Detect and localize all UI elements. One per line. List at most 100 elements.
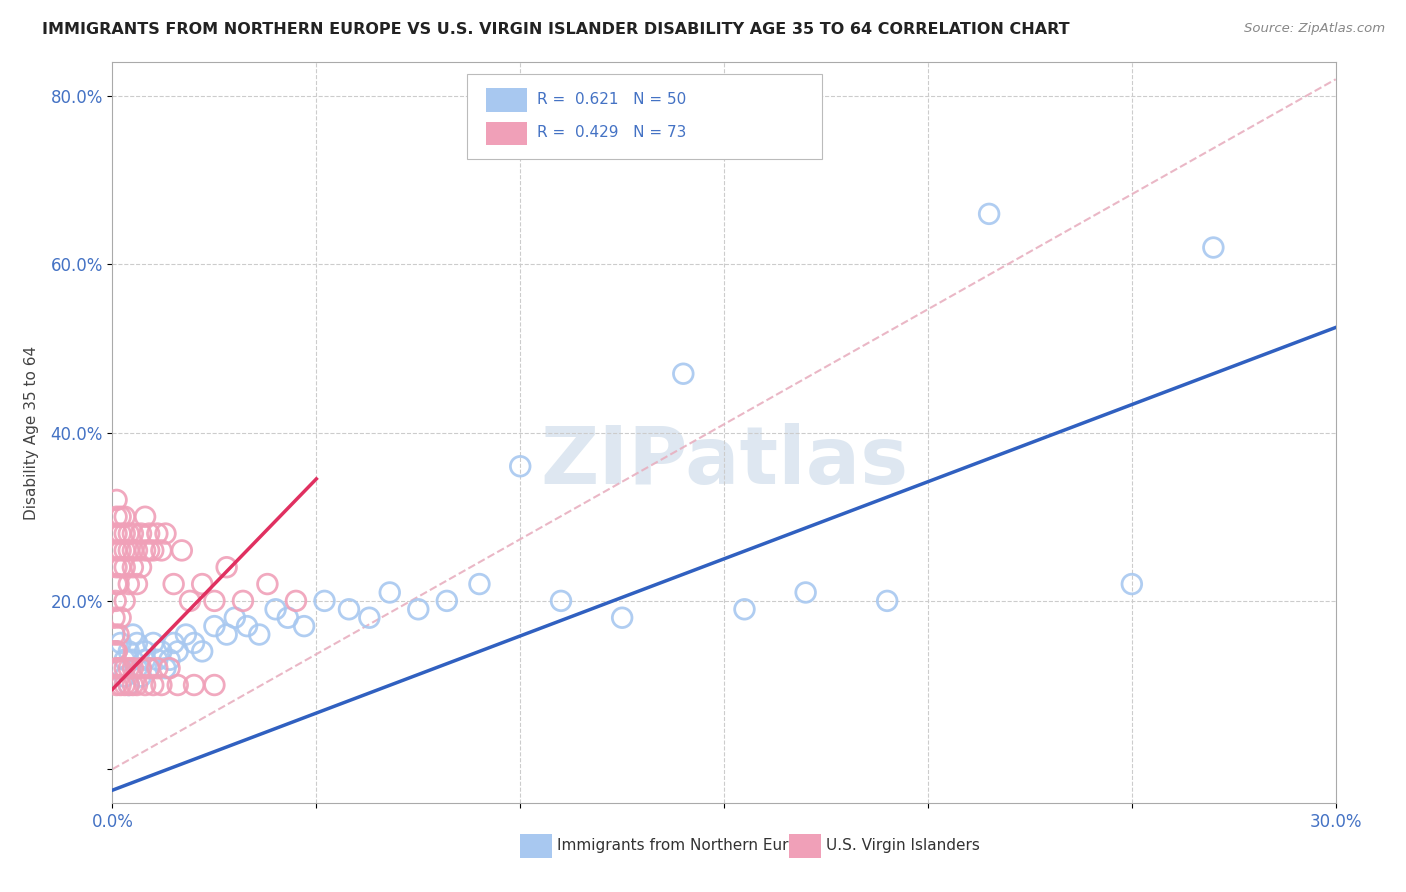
Point (138, 526, 160, 541)
Point (118, 661, 141, 675)
Point (138, 543, 160, 558)
Point (110, 543, 132, 558)
Point (122, 560, 145, 574)
Point (103, 627, 125, 641)
Point (105, 644, 128, 658)
Point (122, 653, 145, 667)
Point (103, 610, 125, 624)
Point (110, 610, 132, 624)
Point (146, 653, 169, 667)
Text: Source: ZipAtlas.com: Source: ZipAtlas.com (1244, 22, 1385, 36)
Point (103, 644, 125, 658)
Point (118, 678, 141, 692)
Point (105, 661, 128, 675)
Text: Immigrants from Northern Europe: Immigrants from Northern Europe (557, 838, 817, 853)
Point (104, 594, 127, 608)
Point (114, 526, 136, 541)
Point (610, 610, 633, 624)
Point (155, 526, 177, 541)
Point (179, 594, 201, 608)
Point (110, 526, 132, 541)
Point (107, 627, 129, 641)
Point (107, 577, 129, 591)
Point (183, 636, 205, 650)
Point (550, 594, 572, 608)
Text: U.S. Virgin Islanders: U.S. Virgin Islanders (825, 838, 980, 853)
Point (110, 636, 132, 650)
Point (468, 577, 491, 591)
FancyBboxPatch shape (789, 834, 821, 857)
Point (138, 661, 160, 675)
Point (105, 526, 128, 541)
Point (105, 678, 128, 692)
Point (134, 644, 156, 658)
Text: R =  0.621   N = 50: R = 0.621 N = 50 (537, 92, 686, 107)
Point (378, 585, 401, 599)
Point (118, 678, 141, 692)
Point (114, 670, 136, 684)
Point (183, 678, 205, 692)
Point (138, 661, 160, 675)
Point (204, 619, 226, 633)
Point (1202, 240, 1225, 254)
Point (436, 594, 458, 608)
Point (118, 543, 141, 558)
Point (509, 459, 531, 474)
Point (122, 678, 145, 692)
Point (150, 644, 173, 658)
Point (114, 678, 136, 692)
FancyBboxPatch shape (485, 88, 527, 112)
Point (125, 636, 148, 650)
Text: IMMIGRANTS FROM NORTHERN EUROPE VS U.S. VIRGIN ISLANDER DISABILITY AGE 35 TO 64 : IMMIGRANTS FROM NORTHERN EUROPE VS U.S. … (42, 22, 1070, 37)
Point (134, 653, 156, 667)
Point (232, 594, 254, 608)
Point (134, 543, 156, 558)
Point (114, 661, 136, 675)
Point (408, 602, 430, 616)
Point (337, 602, 360, 616)
Point (118, 644, 141, 658)
Text: R =  0.429   N = 73: R = 0.429 N = 73 (537, 125, 686, 140)
Point (876, 594, 898, 608)
Point (110, 661, 132, 675)
Point (134, 509, 156, 524)
Point (129, 526, 152, 541)
Point (1121, 577, 1143, 591)
Point (114, 509, 136, 524)
Point (247, 627, 270, 641)
Point (110, 509, 132, 524)
Point (125, 577, 148, 591)
Point (122, 543, 145, 558)
FancyBboxPatch shape (467, 73, 823, 159)
Point (166, 678, 188, 692)
Point (114, 560, 136, 574)
Point (174, 627, 197, 641)
Point (359, 610, 381, 624)
Point (114, 653, 136, 667)
Point (794, 585, 817, 599)
Point (734, 602, 756, 616)
Point (129, 670, 152, 684)
Point (142, 543, 165, 558)
Point (110, 560, 132, 574)
Point (114, 543, 136, 558)
FancyBboxPatch shape (485, 121, 527, 145)
Point (979, 207, 1001, 221)
Point (142, 636, 165, 650)
Point (122, 526, 145, 541)
Point (224, 610, 246, 624)
Point (134, 678, 156, 692)
Point (264, 602, 287, 616)
Point (204, 678, 226, 692)
Point (672, 367, 695, 381)
Point (129, 661, 152, 675)
Point (105, 492, 128, 507)
Point (105, 644, 128, 658)
Point (125, 678, 148, 692)
Point (150, 543, 173, 558)
Point (256, 577, 278, 591)
FancyBboxPatch shape (520, 834, 551, 857)
Point (107, 661, 129, 675)
Point (105, 509, 128, 524)
Point (166, 644, 188, 658)
